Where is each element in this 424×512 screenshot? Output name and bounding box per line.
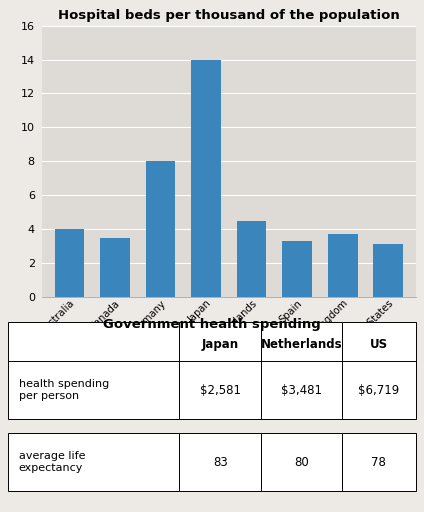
FancyBboxPatch shape <box>342 433 416 492</box>
FancyBboxPatch shape <box>261 433 342 492</box>
Bar <box>237 221 267 297</box>
FancyBboxPatch shape <box>8 322 179 367</box>
Text: health spending
per person: health spending per person <box>19 379 109 401</box>
Text: Japan: Japan <box>201 338 239 351</box>
Text: Netherlands: Netherlands <box>261 338 342 351</box>
Text: 80: 80 <box>294 456 309 468</box>
FancyBboxPatch shape <box>261 361 342 419</box>
Text: Government health spending: Government health spending <box>103 318 321 331</box>
Text: 78: 78 <box>371 456 386 468</box>
FancyBboxPatch shape <box>342 322 416 367</box>
FancyBboxPatch shape <box>342 361 416 419</box>
Bar <box>282 241 312 297</box>
Text: average life
expectancy: average life expectancy <box>19 452 85 473</box>
Text: 83: 83 <box>213 456 228 468</box>
Bar <box>55 229 84 297</box>
Title: Hospital beds per thousand of the population: Hospital beds per thousand of the popula… <box>58 9 400 22</box>
Bar <box>374 244 403 297</box>
FancyBboxPatch shape <box>8 361 179 419</box>
Bar <box>146 161 176 297</box>
Bar <box>328 234 357 297</box>
FancyBboxPatch shape <box>261 322 342 367</box>
Text: $6,719: $6,719 <box>358 383 399 397</box>
FancyBboxPatch shape <box>8 433 179 492</box>
Text: $3,481: $3,481 <box>281 383 322 397</box>
FancyBboxPatch shape <box>179 433 261 492</box>
Bar <box>191 59 221 297</box>
FancyBboxPatch shape <box>179 322 261 367</box>
Text: $2,581: $2,581 <box>200 383 241 397</box>
Text: US: US <box>370 338 388 351</box>
FancyBboxPatch shape <box>179 361 261 419</box>
Bar <box>100 238 130 297</box>
